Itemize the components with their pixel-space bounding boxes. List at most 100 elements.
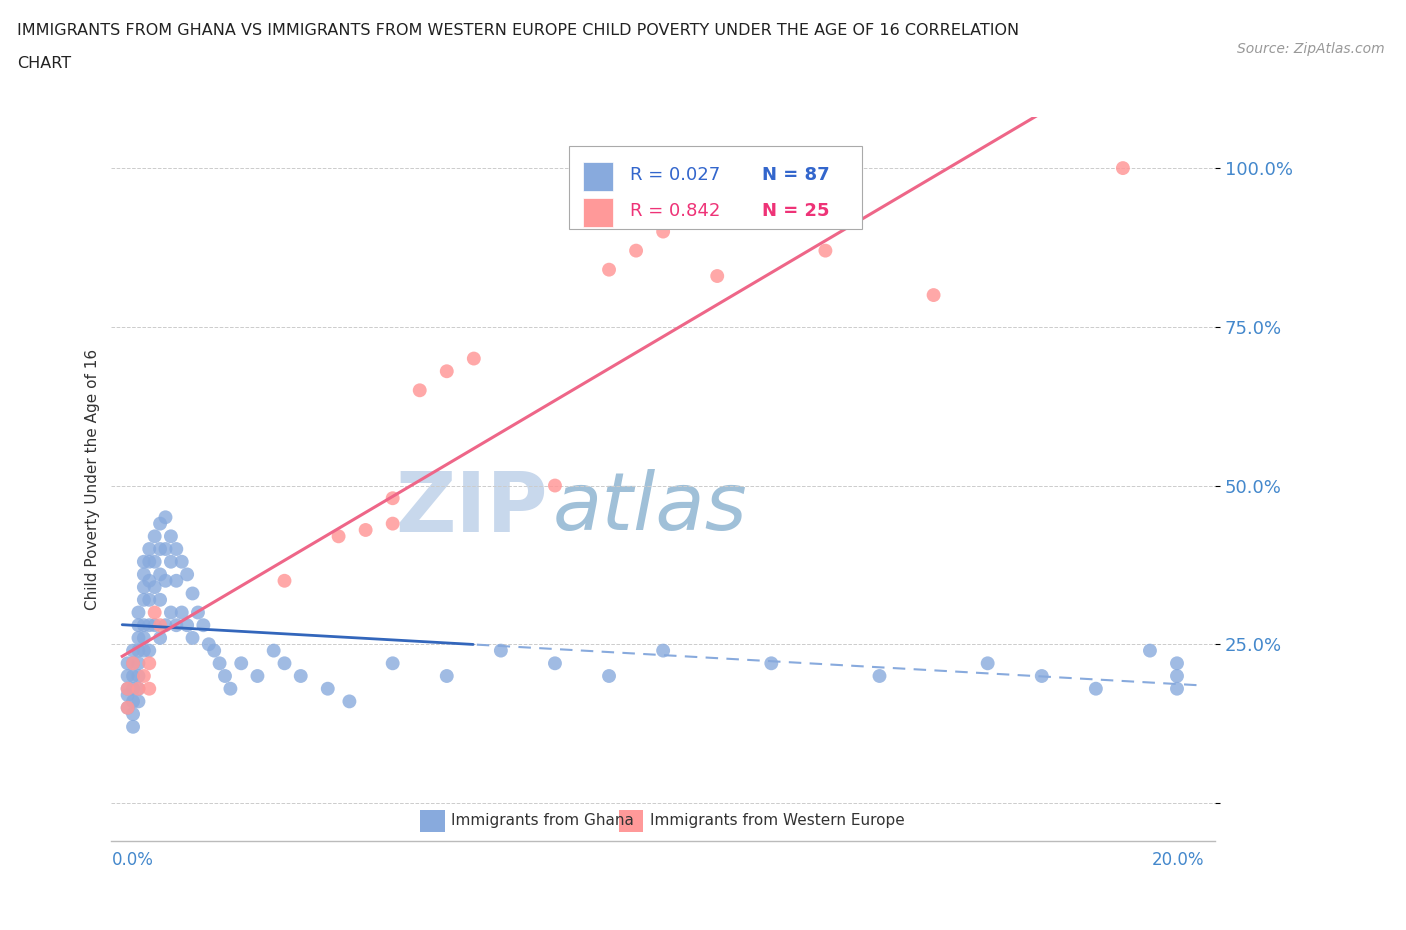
Point (155, 618, 177, 632)
Point (652, 644, 675, 658)
Point (181, 586, 204, 601)
Point (122, 720, 145, 735)
Point (117, 700, 139, 715)
Point (132, 592, 155, 607)
Point (127, 694, 149, 709)
Point (132, 554, 155, 569)
Point (127, 682, 149, 697)
Point (143, 529, 166, 544)
Point (155, 510, 177, 525)
Point (132, 669, 155, 684)
Text: 20.0%: 20.0% (1152, 851, 1204, 869)
Point (922, 287, 945, 302)
Point (290, 669, 312, 684)
Point (193, 618, 215, 632)
Point (339, 694, 361, 709)
Bar (582, 198, 613, 227)
Point (328, 529, 350, 544)
Text: N = 87: N = 87 (762, 166, 830, 184)
Point (149, 567, 172, 582)
Point (187, 605, 209, 620)
Point (316, 682, 339, 697)
Point (214, 669, 236, 684)
Point (138, 656, 160, 671)
Point (143, 554, 166, 569)
Point (598, 669, 620, 684)
Point (127, 669, 149, 684)
Point (170, 554, 193, 569)
Point (219, 682, 242, 697)
Point (176, 567, 198, 582)
Point (143, 605, 166, 620)
Text: CHART: CHART (17, 56, 70, 71)
Point (138, 592, 160, 607)
Point (117, 682, 139, 697)
Point (149, 631, 172, 645)
Point (143, 579, 166, 594)
Point (1084, 682, 1107, 697)
Point (117, 669, 139, 684)
Point (381, 491, 404, 506)
Point (598, 262, 620, 277)
Point (1166, 682, 1188, 697)
Point (127, 682, 149, 697)
Point (149, 516, 172, 531)
Point (138, 573, 160, 588)
Point (176, 618, 198, 632)
Point (160, 529, 183, 544)
Point (976, 656, 998, 671)
Point (354, 523, 377, 538)
Point (165, 541, 187, 556)
Point (652, 224, 675, 239)
Point (127, 631, 149, 645)
Text: N = 25: N = 25 (762, 203, 830, 220)
Point (138, 541, 160, 556)
Point (165, 573, 187, 588)
Point (127, 605, 149, 620)
Point (127, 656, 149, 671)
Point (155, 541, 177, 556)
Point (381, 516, 404, 531)
Point (165, 618, 187, 632)
Text: 0.0%: 0.0% (111, 851, 153, 869)
Text: R = 0.842: R = 0.842 (630, 203, 720, 220)
Point (1166, 656, 1188, 671)
Point (132, 631, 155, 645)
Point (869, 669, 891, 684)
Point (202, 644, 225, 658)
Point (138, 644, 160, 658)
Point (127, 618, 149, 632)
Point (138, 554, 160, 569)
Point (436, 669, 458, 684)
Point (1166, 669, 1188, 684)
Point (117, 682, 139, 697)
Point (155, 573, 177, 588)
Point (436, 364, 458, 379)
Bar (420, 810, 444, 831)
Point (1031, 669, 1053, 684)
Point (122, 707, 145, 722)
Text: Source: ZipAtlas.com: Source: ZipAtlas.com (1237, 42, 1385, 56)
Point (381, 656, 404, 671)
Point (117, 687, 139, 702)
Point (160, 554, 183, 569)
Point (138, 618, 160, 632)
Point (409, 383, 432, 398)
Point (132, 579, 155, 594)
Point (273, 573, 295, 588)
Point (273, 656, 295, 671)
Text: Immigrants from Ghana: Immigrants from Ghana (451, 814, 634, 829)
Point (122, 656, 145, 671)
Point (246, 669, 269, 684)
Point (544, 478, 567, 493)
Point (814, 243, 837, 258)
Point (170, 605, 193, 620)
Text: atlas: atlas (553, 469, 748, 547)
Point (489, 644, 512, 658)
Point (122, 694, 145, 709)
Point (1112, 161, 1135, 176)
Text: R = 0.027: R = 0.027 (630, 166, 720, 184)
Bar (582, 162, 613, 192)
Point (181, 631, 204, 645)
Text: ZIP: ZIP (395, 468, 547, 549)
